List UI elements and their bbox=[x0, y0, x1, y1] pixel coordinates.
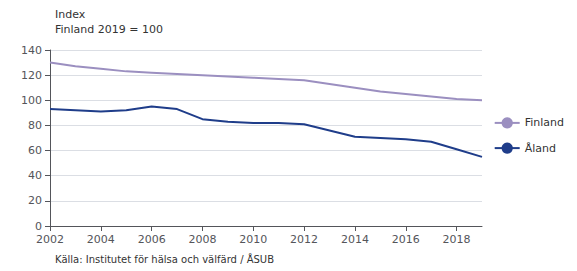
svg-text:Index: Index bbox=[55, 8, 86, 21]
svg-text:Finland: Finland bbox=[525, 116, 564, 129]
svg-text:2008: 2008 bbox=[188, 233, 216, 246]
svg-text:80: 80 bbox=[28, 119, 42, 132]
svg-text:2010: 2010 bbox=[239, 233, 267, 246]
svg-text:2018: 2018 bbox=[443, 233, 471, 246]
svg-text:2012: 2012 bbox=[290, 233, 318, 246]
svg-text:2014: 2014 bbox=[341, 233, 369, 246]
svg-text:2016: 2016 bbox=[392, 233, 420, 246]
svg-text:0: 0 bbox=[35, 220, 42, 233]
svg-text:40: 40 bbox=[28, 169, 42, 182]
svg-text:Källa: Institutet för hälsa oc: Källa: Institutet för hälsa och välfärd … bbox=[55, 253, 274, 265]
svg-text:60: 60 bbox=[28, 144, 42, 157]
svg-text:2002: 2002 bbox=[36, 233, 64, 246]
svg-text:140: 140 bbox=[21, 44, 42, 57]
svg-text:2006: 2006 bbox=[138, 233, 166, 246]
svg-text:Finland 2019 = 100: Finland 2019 = 100 bbox=[55, 23, 163, 36]
svg-text:120: 120 bbox=[21, 69, 42, 82]
svg-text:100: 100 bbox=[21, 94, 42, 107]
svg-text:20: 20 bbox=[28, 194, 42, 207]
svg-text:2004: 2004 bbox=[87, 233, 115, 246]
svg-text:Åland: Åland bbox=[525, 142, 556, 155]
